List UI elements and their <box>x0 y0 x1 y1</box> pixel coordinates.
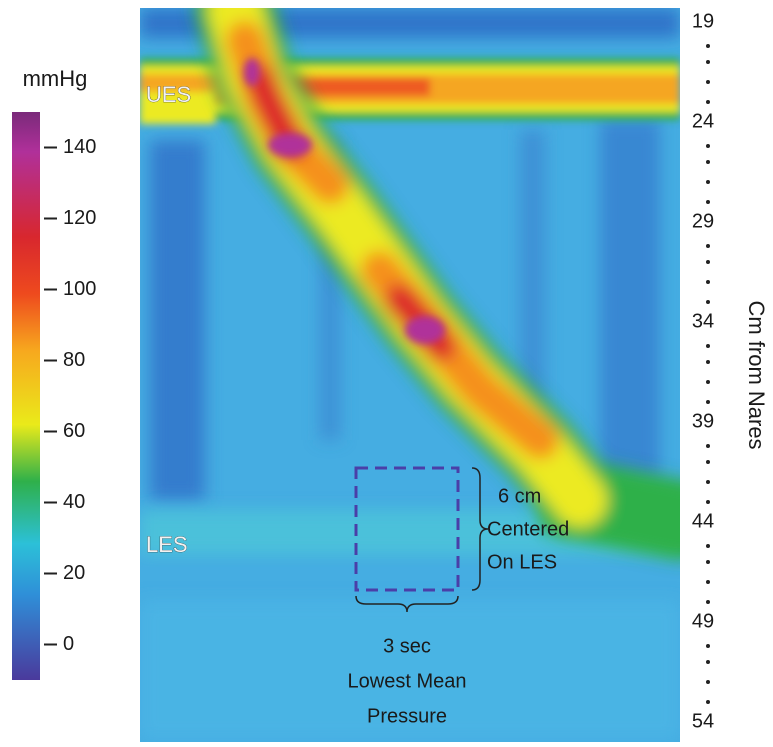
colorbar-tick-label: 120 <box>63 207 96 229</box>
depth-minor-dot <box>706 160 710 164</box>
depth-minor-dot <box>706 444 710 448</box>
depth-minor-dot <box>706 80 710 84</box>
depth-tick-label: 19 <box>692 10 714 32</box>
depth-axis: 19 24 29 34 39 44 49 54 <box>692 10 714 732</box>
depth-minor-dot <box>706 244 710 248</box>
colorbar-unit: mmHg <box>23 66 88 91</box>
depth-minor-dot <box>706 180 710 184</box>
depth-minor-dot <box>706 580 710 584</box>
depth-minor-dot <box>706 460 710 464</box>
colorbar-ticks: 0 20 40 60 80 100 120 140 <box>44 136 96 655</box>
annotation-line: 6 cm <box>498 485 541 507</box>
depth-minor-dot <box>706 700 710 704</box>
colorbar-tick-label: 0 <box>63 633 74 655</box>
depth-axis-label: Cm from Nares <box>744 300 769 449</box>
annotation-line: Pressure <box>367 705 447 727</box>
width-annotation: 3 sec Lowest Mean Pressure <box>348 635 467 727</box>
annotation-line: Lowest Mean <box>348 670 467 692</box>
height-brace <box>471 467 489 591</box>
depth-minor-dot <box>706 380 710 384</box>
depth-minor-dot <box>706 544 710 548</box>
irp-box <box>354 466 460 592</box>
low-pressure-streaks <box>140 8 680 740</box>
depth-tick-label: 44 <box>692 510 714 532</box>
depth-minor-dot <box>706 644 710 648</box>
colorbar-tick-label: 60 <box>63 420 85 442</box>
depth-minor-dot <box>706 280 710 284</box>
depth-minor-dot <box>706 300 710 304</box>
depth-minor-dot <box>706 344 710 348</box>
les-label: LES <box>146 532 188 557</box>
depth-minor-dot <box>706 60 710 64</box>
colorbar-tick-label: 140 <box>63 136 96 158</box>
depth-minor-dot <box>706 400 710 404</box>
depth-tick-label: 54 <box>692 710 714 732</box>
depth-minor-dot <box>706 144 710 148</box>
annotation-line: 3 sec <box>383 635 431 657</box>
colorbar-tick-label: 80 <box>63 349 85 371</box>
depth-minor-dot <box>706 100 710 104</box>
height-annotation: 6 cm Centered On LES <box>487 485 569 573</box>
depth-tick-label: 29 <box>692 210 714 232</box>
colorbar-tick-label: 20 <box>63 562 85 584</box>
depth-minor-dot <box>706 200 710 204</box>
width-brace <box>355 595 459 613</box>
depth-minor-dot <box>706 500 710 504</box>
ues-label: UES <box>146 82 191 107</box>
colorbar-tick-label: 100 <box>63 278 96 300</box>
depth-minor-dot <box>706 680 710 684</box>
colorbar <box>12 112 40 680</box>
depth-minor-dot <box>706 480 710 484</box>
depth-minor-dot <box>706 660 710 664</box>
peak-pressure <box>244 58 445 344</box>
annotation-line: Centered <box>487 518 569 540</box>
depth-minor-dot <box>706 560 710 564</box>
depth-tick-label: 49 <box>692 610 714 632</box>
colorbar-tick-label: 40 <box>63 491 85 513</box>
depth-minor-dot <box>706 44 710 48</box>
pressure-topography <box>140 8 680 742</box>
depth-minor-dot <box>706 600 710 604</box>
depth-tick-label: 34 <box>692 310 714 332</box>
depth-tick-label: 39 <box>692 410 714 432</box>
annotation-line: On LES <box>487 551 557 573</box>
depth-minor-dot <box>706 360 710 364</box>
depth-tick-label: 24 <box>692 110 714 132</box>
depth-minor-dot <box>706 260 710 264</box>
